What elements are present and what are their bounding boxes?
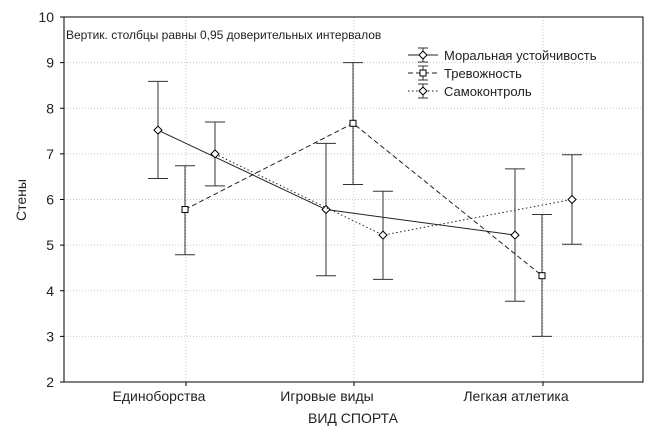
- legend-item: Моральная устойчивость: [408, 47, 597, 63]
- data-point: [538, 272, 546, 280]
- y-tick-label: 2: [46, 374, 54, 390]
- legend-label: Моральная устойчивость: [444, 48, 597, 63]
- legend-item: Самоконтроль: [408, 83, 532, 99]
- y-tick-label: 10: [38, 9, 54, 25]
- data-point: [349, 119, 357, 127]
- series-layer: [148, 62, 582, 337]
- y-tick-label: 5: [46, 237, 54, 253]
- series-2: [175, 62, 552, 337]
- data-point: [567, 194, 577, 205]
- x-axis-ticks: Единоборства Игровые виды Легкая атлетика: [113, 382, 569, 404]
- y-axis-ticks: 2 3 4 5 6 7 8 9 10: [38, 9, 64, 390]
- data-point: [321, 204, 331, 215]
- legend: Моральная устойчивость Тревожность Самокон…: [408, 47, 597, 99]
- legend-marker: [418, 50, 428, 60]
- x-tick-label: Единоборства: [113, 388, 206, 404]
- data-point: [210, 149, 220, 159]
- series-1: [148, 80, 525, 302]
- series-line: [157, 129, 516, 236]
- data-point: [510, 230, 520, 240]
- series-3: [205, 121, 582, 280]
- legend-label: Самоконтроль: [444, 84, 532, 99]
- y-tick-label: 8: [46, 100, 54, 116]
- data-point: [378, 230, 388, 240]
- y-tick-label: 3: [46, 328, 54, 344]
- x-tick-label: Легкая атлетика: [463, 388, 569, 404]
- x-tick-label: Игровые виды: [280, 388, 373, 404]
- y-tick-label: 9: [46, 55, 54, 71]
- series-line: [214, 153, 573, 236]
- y-axis-title: Стены: [13, 179, 29, 221]
- data-point: [181, 206, 189, 214]
- legend-marker: [418, 86, 428, 96]
- legend-marker: [419, 69, 427, 77]
- legend-item: Тревожность: [408, 65, 522, 81]
- y-tick-label: 7: [46, 146, 54, 162]
- y-tick-label: 4: [46, 283, 54, 299]
- x-axis-title: ВИД СПОРТА: [308, 410, 399, 426]
- legend-label: Тревожность: [444, 66, 522, 81]
- ci-annotation: Вертик. столбцы равны 0,95 доверительных…: [66, 28, 381, 42]
- y-tick-label: 6: [46, 192, 54, 208]
- data-point: [153, 125, 163, 135]
